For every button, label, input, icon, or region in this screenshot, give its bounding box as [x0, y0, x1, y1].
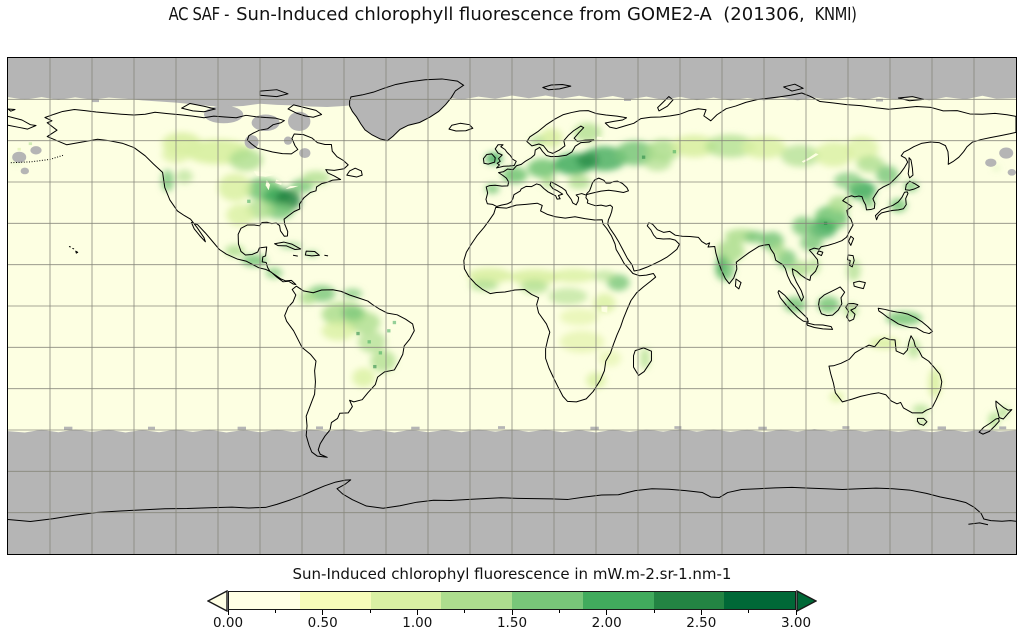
minor-tick — [558, 610, 560, 613]
colorbar-segment-3 — [441, 592, 512, 609]
tick-label: 0.50 — [307, 615, 338, 631]
minor-tick — [274, 610, 276, 613]
graticule — [8, 58, 1016, 554]
colorbar-segment-1 — [299, 592, 371, 609]
world-map — [7, 57, 1017, 555]
major-tick — [227, 610, 229, 615]
tick-label: 2.50 — [686, 615, 717, 631]
major-tick — [795, 610, 797, 615]
colorbar-segment-5 — [582, 592, 654, 609]
major-tick — [700, 610, 702, 615]
minor-tick — [369, 610, 371, 613]
colorbar-segment-0 — [229, 592, 300, 609]
colorbar-tick-labels: 0.00 0.50 1.00 1.50 2.00 2.50 3.00 — [213, 615, 811, 633]
tick-label: 1.00 — [402, 615, 433, 631]
colorbar-segment-6 — [653, 592, 725, 609]
tick-label: 1.50 — [496, 615, 528, 631]
title-main: Sun-Induced chlorophyll fluorescence fro… — [236, 4, 811, 25]
tick-label: 0.00 — [212, 615, 244, 631]
colorbar-segment-7 — [724, 592, 795, 609]
minor-tick — [653, 610, 655, 613]
colorbar-over-arrow — [796, 589, 817, 612]
no-data-noise — [12, 98, 1016, 431]
greenland — [350, 79, 464, 141]
tick-label: 2.00 — [591, 615, 622, 631]
title-prefix: AC SAF - — [169, 4, 230, 25]
coastlines — [8, 84, 1016, 457]
colorbar-under-arrow — [207, 589, 228, 612]
map-canvas — [8, 58, 1016, 554]
colorbar-label: Sun-Induced chlorophyl fluorescence in m… — [292, 565, 732, 583]
colorbar-segment-2 — [370, 592, 442, 609]
tick-label: 3.00 — [780, 615, 812, 631]
minor-tick — [748, 610, 750, 613]
colorbar-segment-4 — [512, 592, 583, 609]
major-tick — [416, 610, 418, 615]
title-suffix: KNMI) — [815, 4, 858, 25]
major-tick — [606, 610, 608, 615]
colorbar — [228, 591, 796, 610]
colorbar-ticks — [227, 610, 797, 616]
minor-tick — [464, 610, 466, 613]
major-tick — [511, 610, 513, 615]
major-tick — [322, 610, 324, 615]
page-title: AC SAF - Sun-Induced chlorophyll fluoresc… — [0, 4, 1024, 25]
